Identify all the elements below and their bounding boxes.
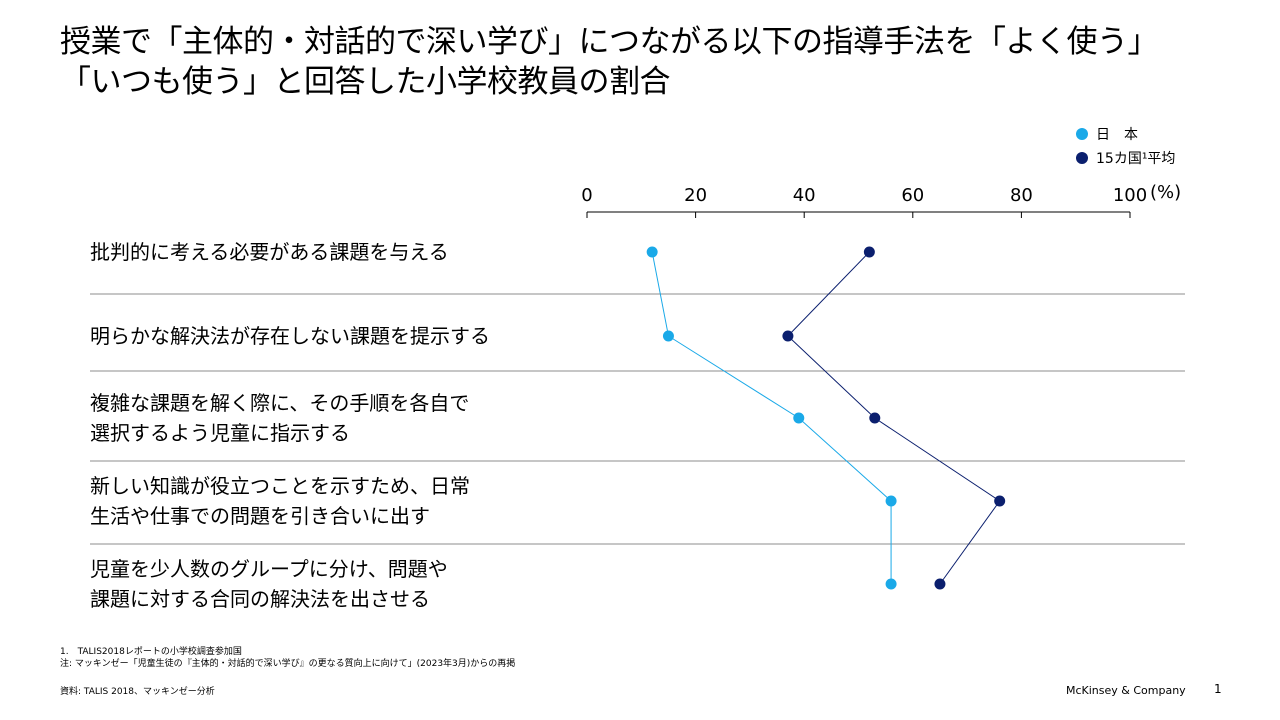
point-japan-3 [793,412,805,424]
point-japan-2 [662,330,674,342]
x-tick-label-0: 0 [581,185,592,206]
source-note: 資料: TALIS 2018、マッキンゼー分析 [60,687,215,697]
series-line-japan [651,251,892,584]
legend-item-average: 15カ国¹平均 [1076,146,1175,170]
category-label-3: 複雑な課題を解く際に、その手順を各自で 選択するよう児童に指示する [90,391,470,445]
legend-marker-average [1076,152,1088,164]
x-axis: 0 20 40 60 80 100 [581,185,1147,218]
x-tick-label-100: 100 [1113,185,1147,206]
category-label-5: 児童を少人数のグループに分け、問題や 課題に対する合同の解決法を出させる [90,557,448,611]
x-tick-label-20: 20 [684,185,707,206]
x-tick-label-80: 80 [1010,185,1033,206]
point-average-5 [934,578,946,590]
legend-label-japan: 日 本 [1096,127,1138,143]
series-lines [651,251,1001,585]
point-average-1 [863,246,875,258]
category-label-4: 新しい知識が役立つことを示すため、日常 生活や仕事での問題を引き合いに出す [90,474,470,528]
footnote-1: 1. TALIS2018レポートの小学校調査参加国 [60,647,242,657]
point-average-4 [994,495,1006,507]
series-points [646,246,1006,590]
series-line-average [787,251,1001,585]
legend-item-japan: 日 本 [1076,122,1175,146]
chart-legend: 日 本 15カ国¹平均 [1076,122,1175,170]
point-japan-1 [646,246,658,258]
point-average-3 [869,412,881,424]
legend-marker-japan [1076,128,1088,140]
x-tick-label-40: 40 [793,185,816,206]
axis-unit-label: (%) [1150,182,1182,203]
point-average-2 [782,330,794,342]
category-label-1: 批判的に考える必要がある課題を与える [90,240,449,264]
row-dividers [90,293,1185,545]
point-japan-5 [885,578,897,590]
legend-label-average: 15カ国¹平均 [1096,151,1176,167]
footnote-note: 注: マッキンゼー「児童生徒の『主体的・対話的で深い学び』の更なる質向上に向けて… [60,659,516,669]
point-japan-4 [885,495,897,507]
x-tick-label-60: 60 [901,185,924,206]
page-number: 1 [1214,682,1222,696]
category-label-2: 明らかな解決法が存在しない課題を提示する [90,324,490,348]
page-title: 授業で「主体的・対話的で深い学び」につながる以下の指導手法を「よく使う」 「いつ… [60,24,1159,100]
brand-name: McKinsey & Company [1066,684,1186,697]
footnotes: 1. TALIS2018レポートの小学校調査参加国 注: マッキンゼー「児童生徒… [60,646,515,670]
